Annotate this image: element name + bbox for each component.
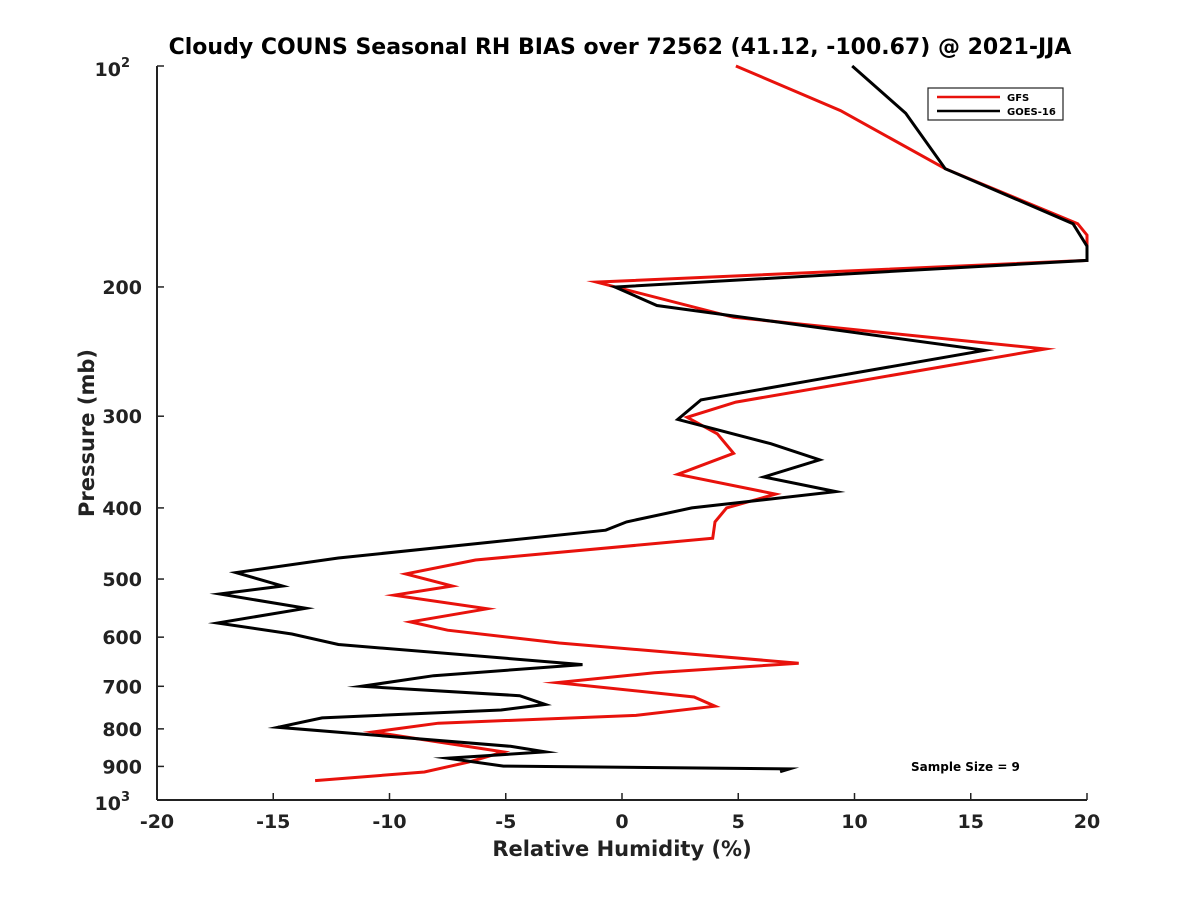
series-line-gfs bbox=[314, 64, 1089, 783]
x-tick-label: 5 bbox=[732, 811, 745, 833]
series-lines bbox=[207, 64, 1089, 783]
y-tick-label: 200 bbox=[102, 277, 142, 299]
y-axis-ticks: 200 300 400 500 600 700 800 900 bbox=[102, 65, 164, 801]
y-tick-label-top: 102 bbox=[95, 56, 131, 81]
chart-title: Cloudy COUNS Seasonal RH BIAS over 72562… bbox=[169, 35, 1072, 60]
y-tick-top-exp: 2 bbox=[121, 56, 130, 71]
y-tick-bottom-base: 10 bbox=[95, 793, 121, 815]
x-tick-label: -15 bbox=[256, 811, 290, 833]
y-tick-label-bottom: 103 bbox=[95, 790, 131, 815]
x-tick-label: 10 bbox=[841, 811, 867, 833]
legend-label-goes16: GOES-16 bbox=[1007, 107, 1056, 118]
x-tick-label: 20 bbox=[1074, 811, 1100, 833]
y-tick-label: 300 bbox=[102, 406, 142, 428]
x-tick-label: -20 bbox=[140, 811, 174, 833]
y-tick-label: 700 bbox=[102, 676, 142, 698]
legend-box bbox=[927, 87, 1064, 121]
x-tick-label: -10 bbox=[372, 811, 406, 833]
y-tick-label: 900 bbox=[102, 756, 142, 778]
x-tick-label: 15 bbox=[958, 811, 984, 833]
series-line-goes16 bbox=[207, 64, 1089, 774]
y-tick-bottom-exp: 3 bbox=[121, 790, 130, 805]
x-axis-ticks: -20 -15 -10 -5 0 5 10 15 20 bbox=[140, 793, 1100, 833]
y-tick-top-base: 10 bbox=[95, 59, 121, 81]
legend-label-gfs: GFS bbox=[1007, 93, 1029, 104]
y-tick-label: 400 bbox=[102, 498, 142, 520]
x-tick-label: 0 bbox=[615, 811, 628, 833]
legend: GFS GOES-16 bbox=[927, 87, 1064, 121]
x-axis-label: Relative Humidity (%) bbox=[492, 837, 751, 861]
y-tick-label: 600 bbox=[102, 627, 142, 649]
y-tick-label: 500 bbox=[102, 569, 142, 591]
x-tick-label: -5 bbox=[495, 811, 516, 833]
sample-size-annotation: Sample Size = 9 bbox=[911, 760, 1020, 774]
y-axis-label: Pressure (mb) bbox=[75, 349, 99, 517]
y-tick-label: 800 bbox=[102, 719, 142, 741]
